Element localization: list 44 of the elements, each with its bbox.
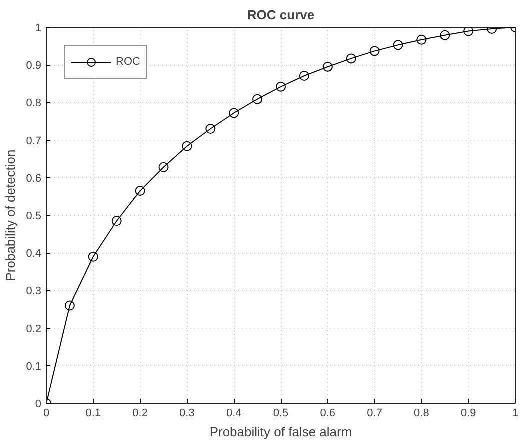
legend-label: ROC <box>116 56 140 68</box>
point <box>252 94 263 104</box>
y-tick-label: 0.3 <box>26 286 42 298</box>
point <box>135 186 146 196</box>
point <box>393 40 404 50</box>
y-tick-label: 1 <box>35 22 42 34</box>
y-tick-label: 0.4 <box>26 248 42 260</box>
point <box>416 34 427 45</box>
x-tick-label: 0.3 <box>180 408 195 420</box>
y-tick-label: 0.5 <box>26 210 42 222</box>
x-tick-label: 0.1 <box>86 408 102 420</box>
point <box>64 300 75 311</box>
point <box>464 28 474 36</box>
y-tick-label: 0 <box>35 398 42 410</box>
point <box>112 216 122 226</box>
point <box>229 108 240 118</box>
x-tick-label: 0.7 <box>367 408 382 420</box>
x-tick-label: 0.6 <box>320 408 336 420</box>
point <box>276 82 286 92</box>
y-axis-title: Probability of detection <box>3 150 18 282</box>
y-tick-label: 0.8 <box>26 98 42 110</box>
x-tick-label: 0.5 <box>273 408 289 420</box>
x-tick-label: 0.9 <box>460 408 476 420</box>
x-tick-label: 0 <box>43 408 50 420</box>
x-axis-title: Probability of false alarm <box>210 424 352 440</box>
y-tick-label: 0.6 <box>26 172 42 185</box>
point <box>158 162 169 172</box>
point <box>88 252 98 262</box>
y-tick-label: 0.9 <box>26 60 42 72</box>
point <box>182 141 192 152</box>
chart-title: ROC curve <box>247 8 315 22</box>
point <box>206 124 216 134</box>
x-tick-label: 0.8 <box>414 408 430 420</box>
point <box>346 54 356 64</box>
point <box>370 46 380 56</box>
y-tick-label: 0.7 <box>26 135 42 148</box>
x-tick-label: 0.2 <box>132 408 148 420</box>
x-tick-label: 0.4 <box>226 408 242 420</box>
point <box>322 62 333 72</box>
y-tick-label: 0.1 <box>26 360 42 373</box>
point <box>299 71 310 81</box>
x-tick-label: 1 <box>512 408 519 420</box>
y-tick-label: 0.2 <box>26 323 42 336</box>
point <box>440 30 450 40</box>
